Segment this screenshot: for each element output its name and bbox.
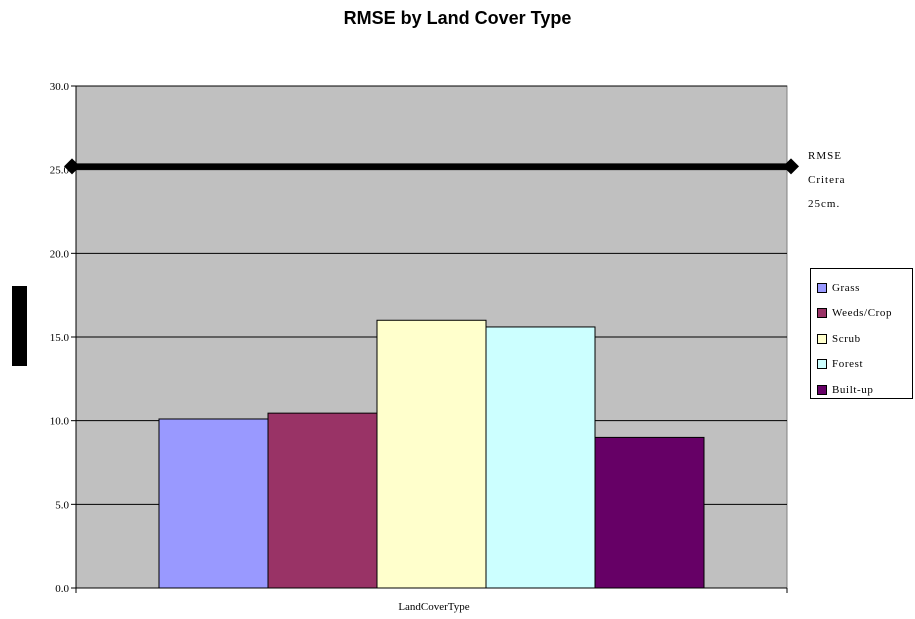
y-tick-label: 25.0 bbox=[50, 165, 70, 177]
bar-built-up bbox=[594, 436, 705, 589]
reference-marker bbox=[64, 158, 80, 175]
reference-label-line: 25cm. bbox=[808, 198, 841, 210]
legend-item: Forest bbox=[811, 352, 912, 378]
bar-weeds-crop bbox=[267, 412, 378, 589]
reference-label-line: Critera bbox=[808, 174, 846, 186]
legend-label: Grass bbox=[832, 281, 861, 294]
legend-label: Scrub bbox=[832, 332, 861, 345]
legend-label: Built-up bbox=[832, 383, 874, 396]
legend-item: Weeds/Crop bbox=[811, 301, 912, 327]
reference-line-label: RMSE Critera 25cm. bbox=[808, 144, 846, 216]
legend: Grass Weeds/Crop Scrub Forest Built-up bbox=[810, 268, 913, 399]
y-tick-label: 15.0 bbox=[50, 332, 70, 344]
x-axis-label: LandCoverType bbox=[398, 601, 470, 613]
legend-item: Grass bbox=[811, 275, 912, 301]
y-tick-label: 20.0 bbox=[50, 248, 70, 260]
legend-swatch bbox=[817, 282, 827, 293]
legend-label: Weeds/Crop bbox=[832, 307, 893, 320]
legend-swatch bbox=[817, 359, 827, 370]
bar-forest bbox=[485, 326, 596, 589]
legend-swatch bbox=[817, 308, 827, 319]
legend-item: Built-up bbox=[811, 377, 912, 403]
bar-grass bbox=[158, 418, 269, 589]
legend-item: Scrub bbox=[811, 326, 912, 352]
legend-label: Forest bbox=[832, 358, 864, 371]
legend-swatch bbox=[817, 384, 827, 395]
side-marker bbox=[12, 286, 27, 366]
bar-scrub bbox=[376, 319, 487, 589]
y-tick-label: 5.0 bbox=[55, 499, 69, 511]
y-tick-label: 30.0 bbox=[50, 81, 70, 93]
chart-title: RMSE by Land Cover Type bbox=[343, 8, 572, 28]
y-tick-label: 0.0 bbox=[55, 583, 69, 595]
reference-label-line: RMSE bbox=[808, 150, 842, 162]
legend-swatch bbox=[817, 333, 827, 344]
reference-marker bbox=[783, 158, 799, 175]
y-tick-label: 10.0 bbox=[50, 416, 70, 428]
